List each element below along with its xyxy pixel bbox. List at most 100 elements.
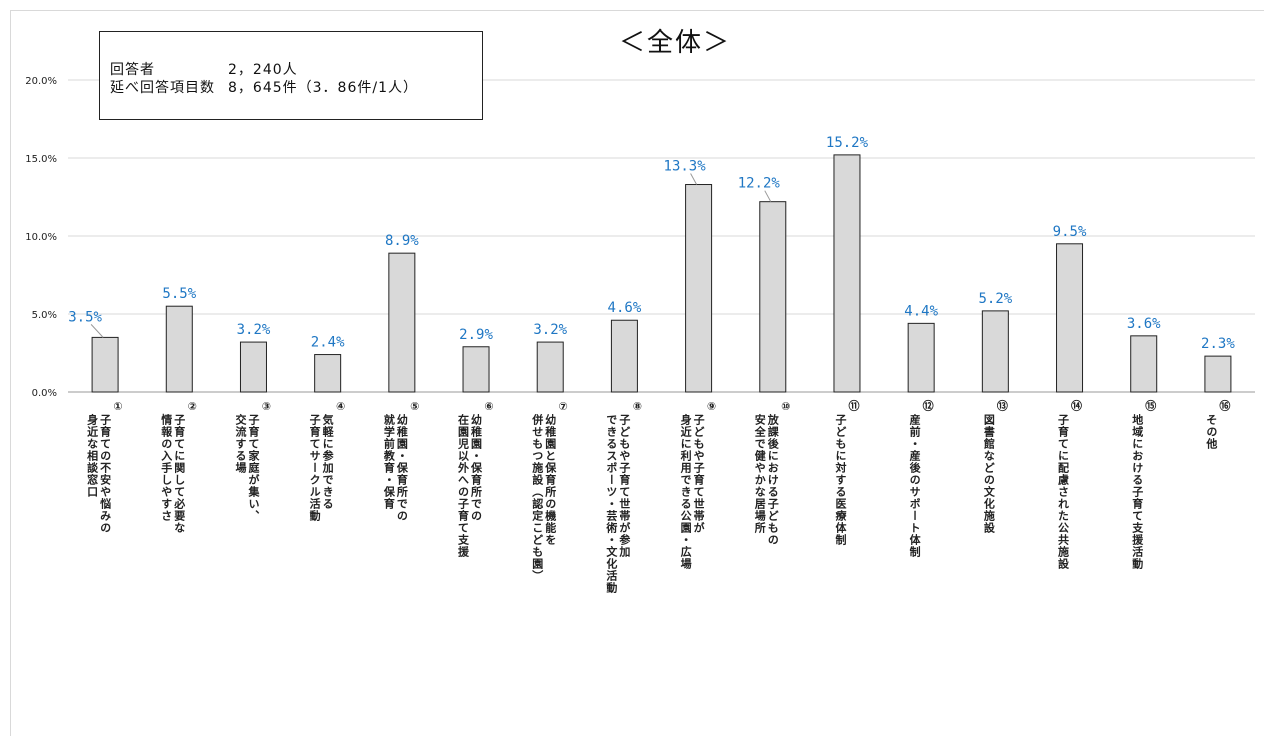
category-label-line: ⑨: [705, 400, 719, 414]
y-tick-label: 5.0%: [32, 310, 57, 321]
category-label-line: その他: [1204, 414, 1218, 450]
bar: [1056, 243, 1084, 393]
bar: [610, 319, 638, 393]
category-label-line: ③: [259, 400, 273, 414]
category-label: ② 子育てに関して必要な 情報の入手しやすさ: [160, 400, 199, 730]
category-label-line: 身近な相談窓口: [85, 414, 99, 498]
category-label-line: ⑤: [408, 400, 422, 414]
responses-value: 8，645件（3．86件/1人）: [228, 80, 418, 96]
category-label-line: ⑯: [1217, 400, 1231, 412]
category-label-line: ⑦: [556, 400, 570, 414]
data-label: 3.6%: [1127, 316, 1161, 332]
category-label-line: 子どもや子育て世帯が: [692, 414, 706, 534]
category-label-line: ⑥: [482, 400, 496, 414]
data-label: 9.5%: [1053, 224, 1087, 240]
y-tick-label: 0.0%: [32, 388, 57, 399]
category-label-line: 幼稚園・保育所での: [469, 414, 483, 522]
category-label-line: ⑩: [779, 400, 793, 414]
category-label-line: ②: [185, 400, 199, 414]
chart-title: ＜全体＞: [618, 28, 731, 58]
data-label: 13.3%: [664, 159, 707, 175]
category-label-line: 子どもや子育て世帯が参加: [617, 414, 631, 558]
respondents-value: 2，240人: [228, 62, 298, 78]
category-label: ⑥ 幼稚園・保育所での 在園児以外への子育て支援: [457, 400, 496, 730]
category-label-line: ⑫: [921, 400, 935, 412]
category-label-line: 身近に利用できる公園・広場: [679, 414, 693, 570]
respondents-label: 回答者: [110, 62, 155, 78]
bar: [239, 341, 267, 393]
data-label: 8.9%: [385, 233, 419, 249]
data-label: 3.5%: [68, 309, 102, 325]
data-label: 2.9%: [459, 327, 493, 343]
data-label: 5.2%: [978, 291, 1012, 307]
category-label-line: ⑪: [846, 400, 860, 412]
category-label-line: 子育てサークル活動: [308, 414, 322, 522]
responses-line: 延べ回答項目数 8，645件（3．86件/1人）: [110, 77, 418, 97]
category-label-line: 産前・産後のサポート体制: [908, 414, 922, 558]
responses-label: 延べ回答項目数: [110, 80, 215, 96]
category-label-line: ④: [334, 400, 348, 414]
bar: [91, 336, 119, 393]
category-label-line: 地域における子育て支援活動: [1130, 414, 1144, 570]
data-label: 2.4%: [311, 335, 345, 351]
category-label-line: 子育ての不安や悩みの: [98, 414, 112, 534]
category-label: ⑯ その他: [1205, 400, 1231, 730]
bar: [759, 201, 787, 393]
category-label: ⑤ 幼稚園・保育所での 就学前教育・保育: [382, 400, 421, 730]
category-label: ③ 子育て家庭が集い、 交流する場: [234, 400, 273, 730]
chart-border: [10, 10, 1264, 736]
data-label: 3.2%: [533, 322, 567, 338]
respondent-info-box: 回答者 2，240人 延べ回答項目数 8，645件（3．86件/1人）: [99, 31, 483, 120]
category-label-line: ⑬: [995, 400, 1009, 412]
category-label-line: 交流する場: [233, 414, 247, 474]
bar: [685, 184, 713, 393]
y-tick-label: 10.0%: [25, 232, 57, 243]
y-tick-label: 20.0%: [25, 76, 57, 87]
data-label: 3.2%: [237, 322, 271, 338]
category-label-line: 図書館などの文化施設: [982, 414, 996, 534]
category-label: ⑦ 幼稚園と保育所の機能を 併せもつ施設（認定こども園）: [531, 400, 570, 730]
category-label: ⑨ 子どもや子育て世帯が 身近に利用できる公園・広場: [679, 400, 718, 730]
category-label: ④ 気軽に参加できる 子育てサークル活動: [308, 400, 347, 730]
category-label: ⑬ 図書館などの文化施設: [982, 400, 1008, 730]
data-label: 2.3%: [1201, 336, 1235, 352]
category-label-line: 気軽に参加できる: [321, 414, 335, 510]
bar: [462, 346, 490, 393]
category-label: ⑩ 放課後における子どもの 安全で健やかな居場所: [753, 400, 792, 730]
bar: [1204, 355, 1232, 393]
category-label: ⑪ 子どもに対する医療体制: [834, 400, 860, 730]
category-label-line: 子どもに対する医療体制: [833, 414, 847, 546]
bar: [907, 322, 935, 393]
category-label-line: ⑭: [1069, 400, 1083, 412]
bar: [165, 305, 193, 393]
bar: [388, 252, 416, 393]
category-label-line: 併せもつ施設（認定こども園）: [530, 414, 544, 582]
bar: [314, 354, 342, 393]
category-label-line: 情報の入手しやすさ: [159, 414, 173, 522]
data-label: 5.5%: [162, 286, 196, 302]
respondents-line: 回答者 2，240人: [110, 59, 298, 79]
category-label-line: 就学前教育・保育: [382, 414, 396, 510]
category-label: ⑫ 産前・産後のサポート体制: [908, 400, 934, 730]
data-label: 4.6%: [608, 300, 642, 316]
leader-line: [90, 324, 104, 338]
category-label-line: ①: [111, 400, 125, 414]
bar: [833, 154, 861, 393]
bar: [981, 310, 1009, 393]
category-label-line: 子育てに配慮された公共施設: [1056, 414, 1070, 570]
category-label-line: 放課後における子どもの: [766, 414, 780, 546]
leader-line: [690, 173, 698, 185]
category-label-line: 子育て家庭が集い、: [246, 414, 260, 522]
leader-line: [764, 190, 772, 202]
data-label: 12.2%: [738, 176, 781, 192]
data-label: 4.4%: [904, 303, 938, 319]
y-tick-label: 15.0%: [25, 154, 57, 165]
category-label-line: できるスポーツ・芸術・文化活動: [604, 414, 618, 594]
category-label-line: 在園児以外への子育て支援: [456, 414, 470, 558]
category-label-line: 子育てに関して必要な: [172, 414, 186, 534]
category-label: ⑮ 地域における子育て支援活動: [1131, 400, 1157, 730]
category-label-line: ⑮: [1143, 400, 1157, 412]
category-label-line: ⑧: [630, 400, 644, 414]
